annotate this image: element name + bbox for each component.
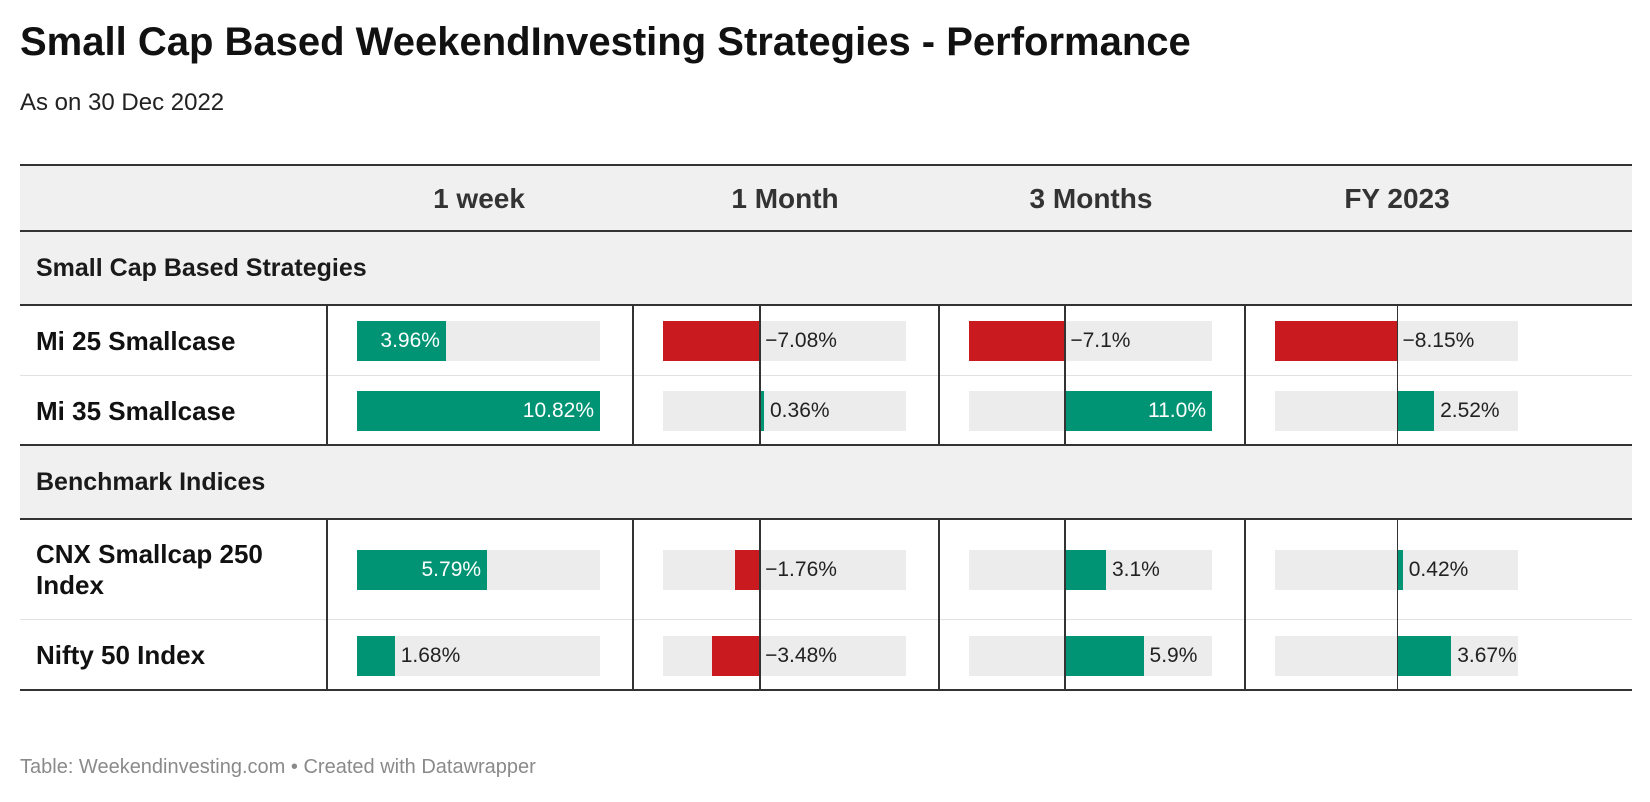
column-divider [938, 376, 940, 446]
column-divider [1244, 376, 1246, 446]
zero-line [759, 620, 761, 691]
negative-bar [663, 321, 760, 361]
value-label: 1.68% [400, 643, 461, 667]
zero-line [759, 376, 761, 446]
group-label: Small Cap Based Strategies [36, 254, 367, 282]
positive-bar [1396, 635, 1452, 676]
value-label: 5.9% [1149, 643, 1198, 667]
chart-subtitle: As on 30 Dec 2022 [20, 89, 225, 116]
value-label: 0.36% [770, 399, 830, 422]
value-label: −3.48% [765, 643, 837, 667]
table-row: Mi 25 Smallcase 3.96% −7.08% −7.1% −8.15% [20, 306, 1632, 376]
positive-bar [357, 391, 600, 431]
column-divider [326, 620, 328, 691]
footer-source[interactable]: Table: Weekendinvesting.com [20, 756, 286, 778]
value-label: 3.96% [380, 329, 440, 352]
table-row: Mi 35 Smallcase 10.82% 0.36% 11.0% 2.52% [20, 376, 1632, 446]
value-label: −7.1% [1070, 329, 1131, 352]
value-label: 10.82% [522, 399, 594, 422]
negative-bar [969, 321, 1065, 361]
positive-bar [357, 635, 395, 676]
performance-table: 1 week 1 Month 3 Months FY 2023 Small Cap Ba… [20, 164, 1632, 691]
chart-title: Small Cap Based WeekendInvesting Strateg… [20, 20, 1191, 64]
column-header-3[interactable]: 3 Months [1029, 183, 1153, 214]
zero-line [759, 306, 761, 376]
zero-line [1396, 306, 1398, 376]
bar-track: 0.36% [663, 391, 906, 431]
negative-bar [1275, 321, 1397, 361]
zero-line [1064, 620, 1066, 691]
column-divider [632, 520, 634, 620]
footer-separator: • [290, 756, 298, 778]
negative-bar [711, 635, 760, 676]
zero-line [1064, 376, 1066, 446]
column-divider [1244, 520, 1246, 620]
column-divider [1244, 620, 1246, 691]
group-row: Benchmark Indices [20, 446, 1632, 520]
bar-track: 5.9% [969, 635, 1212, 676]
table-row: Nifty 50 Index 1.68% −3.48% 5.9% 3.67% [20, 620, 1632, 691]
value-label: −8.15% [1402, 329, 1475, 352]
positive-bar [1064, 391, 1212, 431]
value-label: 0.42% [1408, 558, 1469, 581]
bar-track: 10.82% [357, 391, 600, 431]
zero-line [1396, 520, 1398, 620]
bar-track: 1.68% [357, 635, 600, 676]
bar-track: −1.76% [663, 550, 906, 590]
column-divider [326, 520, 328, 620]
bar-track: −7.1% [969, 321, 1212, 361]
positive-bar [1064, 635, 1144, 676]
row-label: CNX Smallcap 250 Index [36, 539, 263, 600]
positive-bar [1396, 550, 1403, 590]
group-row: Small Cap Based Strategies [20, 232, 1632, 306]
zero-line [1396, 376, 1398, 446]
column-divider [632, 620, 634, 691]
row-label: Mi 25 Smallcase [36, 325, 236, 356]
bar-track: −3.48% [663, 635, 906, 676]
negative-bar [735, 550, 760, 590]
column-header-2[interactable]: 1 Month [731, 183, 839, 214]
zero-line [1064, 520, 1066, 620]
column-divider [632, 376, 634, 446]
footer-credit[interactable]: Created with Datawrapper [303, 756, 536, 778]
value-label: 5.79% [421, 558, 482, 581]
bar-track: 5.79% [357, 550, 600, 590]
positive-bar [357, 550, 488, 590]
column-header-4[interactable]: FY 2023 [1344, 183, 1450, 214]
footer: Table: Weekendinvesting.com • Created wi… [20, 756, 536, 779]
row-label: Mi 35 Smallcase [36, 395, 236, 426]
value-label: 3.1% [1111, 558, 1160, 581]
positive-bar [1396, 391, 1435, 431]
bar-track: −7.08% [663, 321, 906, 361]
column-divider [1244, 306, 1246, 376]
value-label: −7.08% [765, 329, 837, 352]
value-label: −1.76% [765, 558, 837, 581]
zero-line [1396, 620, 1398, 691]
value-label: 11.0% [1148, 399, 1206, 422]
column-divider [632, 306, 634, 376]
bar-track: 3.1% [969, 550, 1212, 590]
positive-bar [357, 321, 446, 361]
value-label: 3.67% [1457, 643, 1517, 667]
zero-line [759, 520, 761, 620]
column-divider [326, 376, 328, 446]
row-label: Nifty 50 Index [36, 640, 206, 670]
table-row: CNX Smallcap 250 Index 5.79% −1.76% 3.1% 0.4… [20, 520, 1632, 620]
column-divider [938, 520, 940, 620]
column-divider [938, 620, 940, 691]
positive-bar [759, 391, 764, 431]
bar-track: 11.0% [969, 391, 1212, 431]
bar-track: 3.96% [357, 321, 600, 361]
positive-bar [1064, 550, 1106, 590]
group-label: Benchmark Indices [36, 468, 266, 496]
zero-line [1064, 306, 1066, 376]
table-header-row: 1 week 1 Month 3 Months FY 2023 [20, 164, 1632, 232]
value-label: 2.52% [1440, 399, 1500, 422]
column-divider [938, 306, 940, 376]
column-header-1[interactable]: 1 week [433, 183, 525, 214]
column-divider [326, 306, 328, 376]
